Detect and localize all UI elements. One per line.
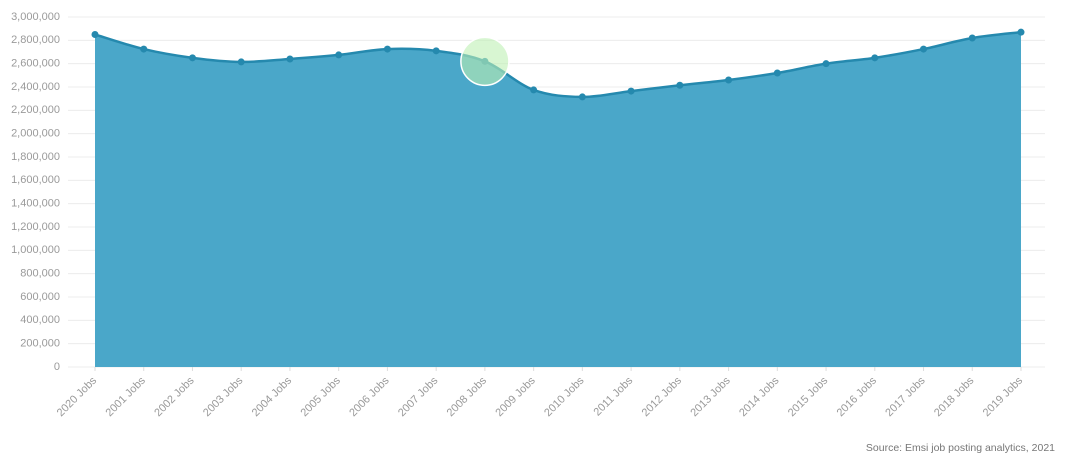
x-tick-label: 2008 Jobs bbox=[445, 374, 490, 419]
x-tick-label: 2003 Jobs bbox=[201, 374, 246, 419]
y-tick-label: 1,000,000 bbox=[11, 244, 60, 256]
x-tick-label: 2006 Jobs bbox=[347, 374, 392, 419]
y-tick-label: 200,000 bbox=[20, 338, 60, 350]
y-tick-label: 800,000 bbox=[20, 268, 60, 280]
area bbox=[95, 32, 1021, 368]
y-tick-label: 2,800,000 bbox=[11, 34, 60, 46]
data-point bbox=[286, 55, 294, 63]
data-point bbox=[578, 93, 586, 101]
data-point bbox=[822, 60, 830, 68]
y-tick-label: 2,000,000 bbox=[11, 128, 60, 140]
data-point bbox=[676, 81, 684, 89]
y-tick-label: 600,000 bbox=[20, 291, 60, 303]
data-point bbox=[383, 45, 391, 53]
data-point bbox=[188, 54, 196, 62]
y-tick-label: 1,600,000 bbox=[11, 174, 60, 186]
y-tick-label: 1,400,000 bbox=[11, 198, 60, 210]
x-tick-label: 2011 Jobs bbox=[591, 374, 635, 418]
x-tick-label: 2013 Jobs bbox=[688, 374, 733, 419]
x-tick-label: 2015 Jobs bbox=[786, 374, 831, 419]
data-point bbox=[530, 86, 538, 94]
data-point bbox=[432, 47, 440, 55]
y-tick-label: 3,000,000 bbox=[11, 11, 60, 23]
x-tick-label: 2020 Jobs bbox=[55, 374, 100, 419]
y-tick-label: 400,000 bbox=[20, 314, 60, 326]
x-tick-label: 2007 Jobs bbox=[396, 374, 441, 419]
data-point bbox=[968, 34, 976, 42]
y-tick-label: 0 bbox=[54, 361, 60, 373]
y-tick-label: 1,800,000 bbox=[11, 151, 60, 163]
x-tick-label: 2005 Jobs bbox=[298, 374, 343, 419]
data-point bbox=[237, 58, 245, 66]
data-point bbox=[140, 45, 148, 53]
data-point bbox=[773, 69, 781, 77]
data-point bbox=[725, 76, 733, 84]
x-tick-label: 2014 Jobs bbox=[737, 374, 782, 419]
data-point bbox=[335, 51, 343, 59]
y-tick-label: 2,400,000 bbox=[11, 81, 60, 93]
x-tick-label: 2010 Jobs bbox=[542, 374, 587, 419]
x-tick-label: 2018 Jobs bbox=[932, 374, 977, 419]
source-note: Source: Emsi job posting analytics, 2021 bbox=[866, 442, 1055, 454]
x-tick-label: 2017 Jobs bbox=[883, 374, 928, 419]
data-point bbox=[871, 54, 879, 62]
data-point bbox=[920, 45, 928, 53]
x-tick-label: 2012 Jobs bbox=[640, 374, 685, 419]
x-tick-label: 2016 Jobs bbox=[835, 374, 880, 419]
hover-highlight bbox=[460, 36, 510, 87]
x-tick-label: 2004 Jobs bbox=[250, 374, 295, 419]
x-tick-label: 2009 Jobs bbox=[493, 374, 538, 419]
x-tick-label: 2001 Jobs bbox=[104, 374, 149, 419]
y-tick-label: 2,200,000 bbox=[11, 104, 60, 116]
data-point bbox=[1017, 28, 1025, 36]
data-point bbox=[91, 31, 99, 38]
y-tick-label: 2,600,000 bbox=[11, 58, 60, 70]
x-tick-label: 2002 Jobs bbox=[152, 374, 197, 419]
data-point bbox=[627, 87, 635, 95]
x-tick-label: 2019 Jobs bbox=[981, 374, 1026, 419]
area-line bbox=[94, 30, 1022, 99]
y-tick-label: 1,200,000 bbox=[11, 221, 60, 233]
